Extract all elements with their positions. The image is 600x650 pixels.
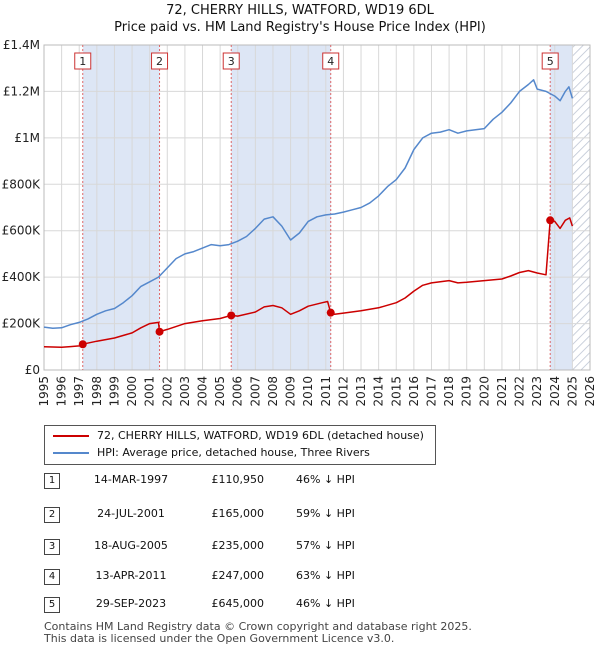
y-tick-label: £400K: [2, 270, 42, 284]
x-tick-label: 2003: [178, 376, 192, 407]
sale-point: [227, 311, 235, 319]
x-tick-label: 2005: [213, 376, 227, 407]
sale-point: [156, 328, 164, 336]
y-tick-label: £600K: [2, 224, 42, 238]
sale-number: 4: [44, 569, 60, 585]
price-chart: £0 £200K £400K £600K £800K £1M £1.2M £1.4M 1995…: [0, 0, 600, 420]
x-tick-label: 2000: [125, 376, 139, 407]
legend: 72, CHERRY HILLS, WATFORD, WD19 6DL (det…: [44, 425, 436, 465]
sale-price: £247,000: [204, 567, 264, 585]
x-tick-label: 2008: [266, 376, 280, 407]
sale-date: 13-APR-2011: [86, 567, 176, 585]
x-tick-label: 2006: [231, 376, 245, 407]
x-tick-label: 1999: [107, 376, 121, 407]
sale-marker-label: 3: [228, 55, 235, 68]
sale-number: 5: [44, 597, 60, 613]
y-tick-label: £1M: [14, 131, 40, 145]
x-tick-label: 1996: [55, 376, 69, 407]
sale-marker-label: 1: [79, 55, 86, 68]
ownership-shade: [550, 45, 572, 370]
y-tick-label: £1.4M: [3, 38, 40, 52]
table-row: 4 13-APR-2011 £247,000 63% ↓ HPI: [44, 567, 464, 585]
table-row: 1 14-MAR-1997 £110,950 46% ↓ HPI: [44, 471, 464, 489]
sale-number: 2: [44, 507, 60, 523]
sale-hpi-diff: 57% ↓ HPI: [296, 537, 396, 555]
table-row: 3 18-AUG-2005 £235,000 57% ↓ HPI: [44, 537, 464, 555]
sale-date: 18-AUG-2005: [86, 537, 176, 555]
x-tick-label: 2007: [248, 376, 262, 407]
footer-licence: This data is licensed under the Open Gov…: [44, 633, 472, 645]
sale-point: [327, 309, 335, 317]
legend-label-hpi: HPI: Average price, detached house, Thre…: [97, 446, 370, 459]
x-tick-label: 2011: [319, 376, 333, 407]
x-tick-label: 2025: [565, 376, 579, 407]
x-tick-label: 2016: [407, 376, 421, 407]
x-tick-label: 1995: [37, 376, 51, 407]
sale-point: [79, 340, 87, 348]
table-row: 2 24-JUL-2001 £165,000 59% ↓ HPI: [44, 505, 464, 523]
x-tick-label: 2004: [196, 376, 210, 407]
y-tick-label: £0: [25, 363, 40, 377]
sale-marker-label: 2: [156, 55, 163, 68]
x-tick-label: 2023: [530, 376, 544, 407]
ownership-shade: [83, 45, 160, 370]
sale-price: £235,000: [204, 537, 264, 555]
sale-marker-label: 5: [547, 55, 554, 68]
x-tick-label: 2010: [301, 376, 315, 407]
sale-hpi-diff: 46% ↓ HPI: [296, 595, 396, 613]
x-tick-label: 1998: [90, 376, 104, 407]
y-tick-label: £800K: [2, 177, 42, 191]
sale-date: 24-JUL-2001: [86, 505, 176, 523]
legend-swatch-hpi: [53, 452, 89, 454]
sale-date: 29-SEP-2023: [86, 595, 176, 613]
x-tick-label: 2001: [143, 376, 157, 407]
legend-item-property: 72, CHERRY HILLS, WATFORD, WD19 6DL (det…: [53, 428, 424, 444]
x-tick-label: 1997: [72, 376, 86, 407]
y-tick-label: £1.2M: [3, 84, 40, 98]
x-tick-label: 2018: [442, 376, 456, 407]
y-tick-label: £200K: [2, 317, 42, 331]
x-tick-label: 2009: [284, 376, 298, 407]
sale-hpi-diff: 46% ↓ HPI: [296, 471, 396, 489]
sale-number: 1: [44, 473, 60, 489]
legend-swatch-property: [53, 435, 89, 437]
sale-marker-label: 4: [327, 55, 334, 68]
x-tick-label: 2020: [477, 376, 491, 407]
sale-date: 14-MAR-1997: [86, 471, 176, 489]
sale-hpi-diff: 63% ↓ HPI: [296, 567, 396, 585]
x-tick-label: 2002: [160, 376, 174, 407]
x-tick-label: 2013: [354, 376, 368, 407]
x-tick-label: 2014: [372, 376, 386, 407]
sale-number: 3: [44, 539, 60, 555]
ownership-shade: [231, 45, 331, 370]
projection-hatch: [572, 45, 590, 370]
legend-label-property: 72, CHERRY HILLS, WATFORD, WD19 6DL (det…: [97, 429, 424, 442]
x-tick-label: 2021: [495, 376, 509, 407]
x-tick-label: 2017: [424, 376, 438, 407]
footer: Contains HM Land Registry data © Crown c…: [44, 621, 472, 645]
x-tick-label: 2022: [513, 376, 527, 407]
x-tick-label: 2015: [389, 376, 403, 407]
x-tick-label: 2019: [460, 376, 474, 407]
x-tick-label: 2026: [583, 376, 597, 407]
table-row: 5 29-SEP-2023 £645,000 46% ↓ HPI: [44, 595, 464, 613]
sale-price: £110,950: [204, 471, 264, 489]
sale-hpi-diff: 59% ↓ HPI: [296, 505, 396, 523]
legend-item-hpi: HPI: Average price, detached house, Thre…: [53, 445, 370, 461]
x-tick-label: 2024: [548, 376, 562, 407]
sale-price: £165,000: [204, 505, 264, 523]
sale-price: £645,000: [204, 595, 264, 613]
x-tick-label: 2012: [336, 376, 350, 407]
sale-point: [546, 216, 554, 224]
